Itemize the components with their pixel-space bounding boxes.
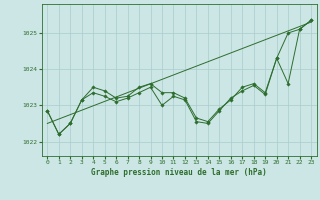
- X-axis label: Graphe pression niveau de la mer (hPa): Graphe pression niveau de la mer (hPa): [91, 168, 267, 177]
